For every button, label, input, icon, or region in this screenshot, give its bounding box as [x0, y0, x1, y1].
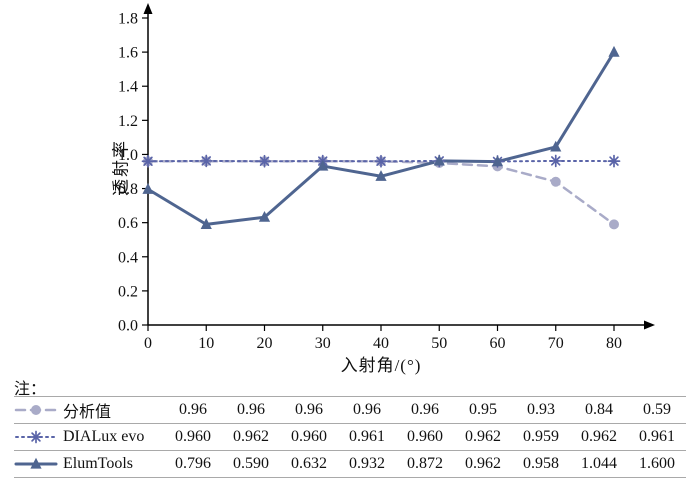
cell: 0.961	[639, 428, 675, 445]
cell: 0.960	[175, 428, 211, 445]
svg-text:0.6: 0.6	[118, 215, 138, 232]
legend-swatch-analysis-icon	[14, 405, 58, 415]
svg-text:0.4: 0.4	[118, 249, 138, 266]
legend-swatch-dialux-icon	[15, 430, 57, 444]
cell: 0.962	[233, 428, 269, 445]
cell: 0.962	[581, 428, 617, 445]
cell: 0.796	[175, 455, 211, 472]
svg-text:0.2: 0.2	[118, 283, 138, 300]
cell: 0.96	[179, 401, 207, 418]
svg-text:20: 20	[257, 335, 273, 352]
svg-text:1.6: 1.6	[118, 45, 138, 62]
svg-text:30: 30	[315, 335, 331, 352]
legend-cell: DIALux evo	[14, 428, 164, 446]
table-row-analysis: 分析值 0.96 0.96 0.96 0.96 0.96 0.95 0.93 0…	[14, 396, 686, 423]
svg-text:0: 0	[144, 335, 152, 352]
cell: 0.96	[295, 401, 323, 418]
cell: 0.962	[465, 428, 501, 445]
table-row-elumtools: ElumTools 0.796 0.590 0.632 0.932 0.872 …	[14, 450, 686, 478]
cell: 0.93	[527, 401, 555, 418]
table-row-dialux: DIALux evo 0.960 0.962 0.960 0.961 0.960…	[14, 423, 686, 450]
note-label: 注：	[14, 381, 47, 398]
svg-text:0.8: 0.8	[118, 181, 138, 198]
cell: 0.960	[291, 428, 327, 445]
cell: 0.590	[233, 455, 269, 472]
svg-text:0.0: 0.0	[118, 318, 138, 335]
series-label: ElumTools	[63, 455, 133, 472]
cell: 0.95	[469, 401, 497, 418]
legend-data-table: 分析值 0.96 0.96 0.96 0.96 0.96 0.95 0.93 0…	[14, 396, 686, 478]
svg-text:1.2: 1.2	[118, 113, 138, 130]
cell: 0.962	[465, 455, 501, 472]
svg-text:1.4: 1.4	[118, 79, 138, 96]
legend-swatch-elumtools-icon	[14, 457, 58, 469]
svg-text:60: 60	[490, 335, 506, 352]
svg-text:50: 50	[431, 335, 447, 352]
svg-text:1.0: 1.0	[118, 147, 138, 164]
cell: 1.600	[639, 455, 675, 472]
cell: 0.960	[407, 428, 443, 445]
cell: 0.958	[523, 455, 559, 472]
cell: 0.959	[523, 428, 559, 445]
x-axis-label: 入射角/(°)	[340, 356, 422, 375]
cell: 0.932	[349, 455, 385, 472]
cell: 0.96	[237, 401, 265, 418]
line-chart: 0.0 0.2 0.4 0.6 0.8 1.0 1.2 1.4 1.6 1.8 0 10 20 30 40 5…	[118, 3, 655, 352]
svg-text:40: 40	[373, 335, 389, 352]
svg-text:70: 70	[548, 335, 564, 352]
series-label: DIALux evo	[63, 428, 145, 445]
legend-cell: 分析值	[14, 398, 164, 422]
cell: 0.96	[411, 401, 439, 418]
svg-text:10: 10	[198, 335, 214, 352]
svg-text:1.8: 1.8	[118, 11, 138, 28]
cell: 0.872	[407, 455, 443, 472]
cell: 0.59	[643, 401, 671, 418]
cell: 0.961	[349, 428, 385, 445]
svg-text:80: 80	[606, 335, 622, 352]
y-axis-label: 透射率	[111, 139, 131, 196]
cell: 0.84	[585, 401, 613, 418]
cell: 1.044	[581, 455, 617, 472]
series-label: 分析值	[63, 404, 112, 421]
cell: 0.632	[291, 455, 327, 472]
legend-cell: ElumTools	[14, 455, 164, 473]
cell: 0.96	[353, 401, 381, 418]
